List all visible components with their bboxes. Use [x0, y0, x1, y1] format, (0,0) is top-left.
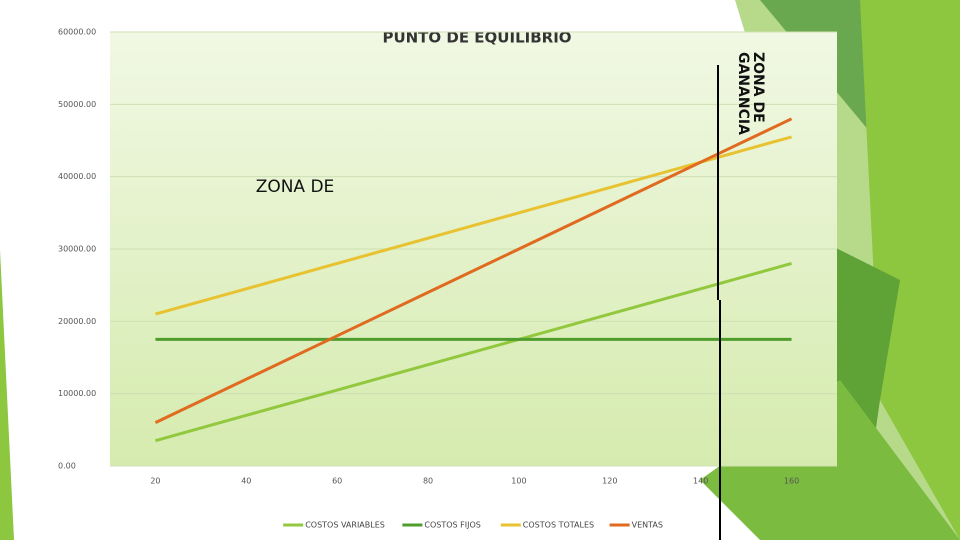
x-tick-label: 80: [423, 477, 433, 486]
x-tick-label: 20: [150, 477, 160, 486]
y-tick-label: 40000.00: [58, 172, 96, 181]
annotation: ZONA DE GANANCIA: [735, 52, 765, 135]
x-tick-label: 40: [241, 477, 251, 486]
legend-label: VENTAS: [632, 521, 663, 530]
plot-layer: 0.00 10000.00 20000.00 30000.00 40000.00 5000…: [58, 28, 837, 486]
chart-title: PUNTO DE EQUILIBRIO: [382, 29, 571, 47]
y-tick-label: 50000.00: [58, 100, 96, 109]
annotation-box: ZONA DE GANANCIA: [735, 52, 765, 135]
y-tick-label: 10000.00: [58, 389, 96, 398]
decoration: [860, 0, 960, 540]
legend-label: COSTOS VARIABLES: [305, 521, 385, 530]
line-series: [155, 135, 792, 316]
y-tick-label: 60000.00: [58, 28, 96, 37]
line-series: [155, 262, 792, 443]
y-tick-label: 30000.00: [58, 245, 96, 254]
x-tick-label: 120: [602, 477, 617, 486]
decoration: [0, 250, 14, 540]
legend-label: COSTOS FIJOS: [424, 521, 480, 530]
x-tick-label: 60: [332, 477, 342, 486]
x-tick-label: 100: [511, 477, 526, 486]
x-tick-label: 140: [693, 477, 708, 486]
x-tick-label: 160: [784, 477, 799, 486]
y-tick-label: 0.00: [58, 462, 76, 471]
annotation: ZONA DE: [256, 177, 335, 197]
annotation-group: ZONA DE GANANCIA: [735, 52, 765, 135]
legend-label: COSTOS TOTALES: [523, 521, 594, 530]
y-tick-label: 20000.00: [58, 317, 96, 326]
line-series: [154, 117, 793, 424]
